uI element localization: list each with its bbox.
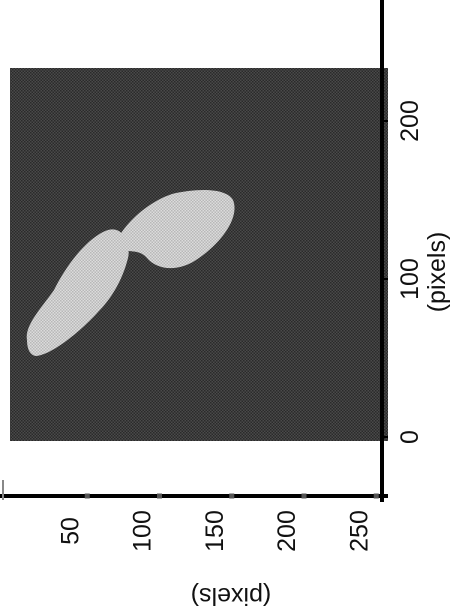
y-tick-label: 250 [345,510,373,552]
y-tick-mark [84,493,90,499]
x-axis-ticks: 0 100 200 [382,100,424,444]
y-axis-ticks: 50 100 150 200 250 [56,493,379,552]
y-tick-label: 50 [56,517,84,545]
y-axis-label: (pixels) [191,582,272,610]
y-tick-mark [373,493,379,499]
x-axis-label: (pixels) [423,232,451,313]
x-tick-label: 200 [396,100,424,142]
y-tick-label: 100 [129,510,157,552]
x-tick-label: 100 [396,258,424,300]
y-tick-label: 200 [273,510,301,552]
y-tick-mark [157,493,162,499]
object-blob-upper [116,190,235,269]
object-blob-lower [26,229,129,356]
y-tick-mark [229,493,235,499]
y-tick-label: 150 [201,510,229,552]
y-tick-mark [301,493,307,499]
x-tick-label: 0 [396,430,424,444]
